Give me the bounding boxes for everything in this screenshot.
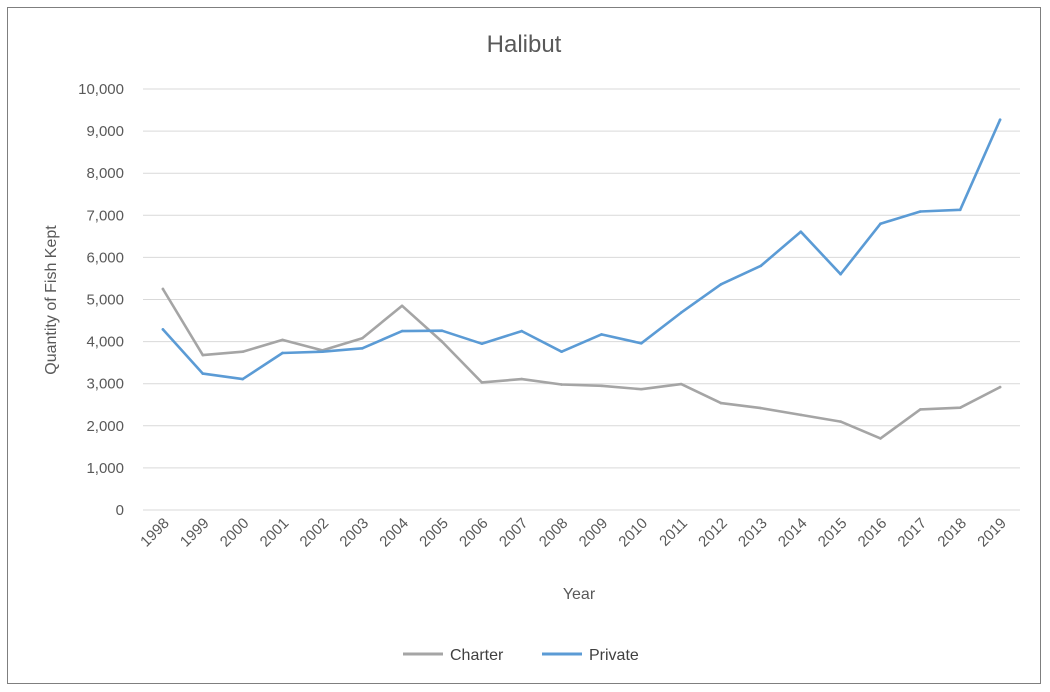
data-point-private	[998, 118, 1002, 122]
data-point-private	[719, 283, 723, 286]
x-tick-label: 1998	[137, 515, 173, 551]
data-point-private	[759, 264, 763, 268]
data-point-private	[919, 210, 922, 213]
x-tick-label: 2007	[496, 515, 532, 551]
data-point-charter	[560, 383, 563, 386]
x-tick-label: 2005	[416, 515, 452, 551]
data-point-charter	[799, 413, 803, 417]
data-point-private	[839, 272, 842, 276]
x-tick-label: 2018	[934, 515, 970, 551]
x-tick-label: 1999	[177, 515, 213, 551]
data-point-private	[360, 347, 364, 350]
legend-item-private: Private	[542, 647, 639, 664]
x-tick-label: 2012	[695, 515, 731, 551]
data-point-charter	[440, 340, 444, 343]
chart-title: Halibut	[487, 31, 562, 58]
y-tick-label: 10,000	[78, 81, 124, 98]
data-point-charter	[400, 304, 404, 308]
data-point-private	[281, 351, 284, 355]
data-point-private	[400, 329, 404, 333]
y-tick-label: 2,000	[86, 418, 124, 435]
data-point-private	[639, 341, 643, 345]
y-axis-ticks: 0 1,000 2,000 3,000 4,000 5,000 6,000 7,000 8,00…	[78, 81, 124, 519]
x-tick-label: 2014	[775, 515, 811, 551]
series-line-charter	[161, 287, 1002, 440]
data-point-charter	[879, 437, 882, 440]
legend-label: Private	[589, 647, 639, 664]
chart-frame	[7, 7, 1041, 684]
data-point-private	[480, 342, 484, 346]
data-point-private	[201, 372, 205, 375]
y-tick-label: 4,000	[86, 334, 124, 351]
x-tick-label: 2008	[536, 515, 572, 551]
data-point-charter	[600, 384, 603, 388]
data-point-private	[679, 311, 683, 314]
data-point-private	[241, 377, 244, 381]
data-point-charter	[201, 353, 205, 357]
legend: Charter Private	[403, 647, 639, 664]
data-point-charter	[480, 381, 484, 384]
y-tick-label: 1,000	[86, 460, 124, 477]
x-tick-label: 2001	[257, 515, 293, 551]
y-tick-label: 7,000	[86, 207, 124, 224]
data-point-charter	[161, 287, 165, 291]
y-tick-label: 9,000	[86, 123, 124, 140]
series-line-private	[161, 118, 1002, 381]
data-point-private	[600, 333, 603, 336]
data-point-charter	[679, 382, 683, 386]
legend-label: Charter	[450, 647, 504, 664]
legend-item-charter: Charter	[403, 647, 504, 664]
data-point-private	[879, 222, 882, 226]
data-point-private	[440, 329, 444, 332]
data-point-charter	[520, 377, 524, 381]
y-tick-label: 3,000	[86, 376, 124, 393]
series-lines	[161, 118, 1002, 440]
data-point-charter	[958, 406, 962, 409]
y-tick-label: 5,000	[86, 292, 124, 309]
x-tick-label: 2002	[297, 515, 333, 551]
x-tick-label: 2011	[656, 515, 691, 550]
y-tick-label: 8,000	[86, 165, 124, 182]
data-point-private	[161, 328, 165, 331]
data-point-private	[321, 350, 324, 354]
x-tick-label: 2016	[855, 515, 891, 551]
x-tick-label: 2013	[735, 515, 771, 551]
x-axis-ticks: 1998 1999 2000 2001 2002 2003 2004 2005 2006 2007…	[137, 515, 1010, 551]
x-tick-label: 2010	[616, 515, 652, 551]
data-point-private	[520, 329, 524, 333]
x-tick-label: 2004	[376, 515, 412, 551]
y-tick-label: 0	[116, 502, 124, 519]
data-point-charter	[839, 420, 842, 423]
x-tick-label: 2015	[815, 515, 851, 551]
y-axis-label: Quantity of Fish Kept	[43, 225, 60, 375]
data-point-charter	[998, 385, 1002, 389]
x-tick-label: 2000	[217, 515, 253, 551]
data-point-charter	[360, 336, 364, 340]
data-point-charter	[719, 401, 723, 405]
x-axis-label: Year	[563, 586, 596, 603]
y-tick-label: 6,000	[86, 249, 124, 266]
data-point-charter	[759, 406, 763, 410]
gridlines	[143, 88, 1020, 511]
x-tick-label: 2003	[336, 515, 372, 551]
data-point-private	[799, 230, 803, 234]
data-point-charter	[919, 408, 922, 411]
data-point-charter	[241, 350, 244, 354]
data-point-private	[560, 350, 563, 354]
x-tick-label: 2017	[895, 515, 931, 551]
x-tick-label: 2009	[576, 515, 612, 551]
x-tick-label: 2019	[974, 515, 1010, 551]
data-point-charter	[281, 338, 284, 342]
data-point-charter	[639, 387, 643, 391]
x-tick-label: 2006	[456, 515, 492, 551]
data-point-private	[958, 208, 962, 212]
